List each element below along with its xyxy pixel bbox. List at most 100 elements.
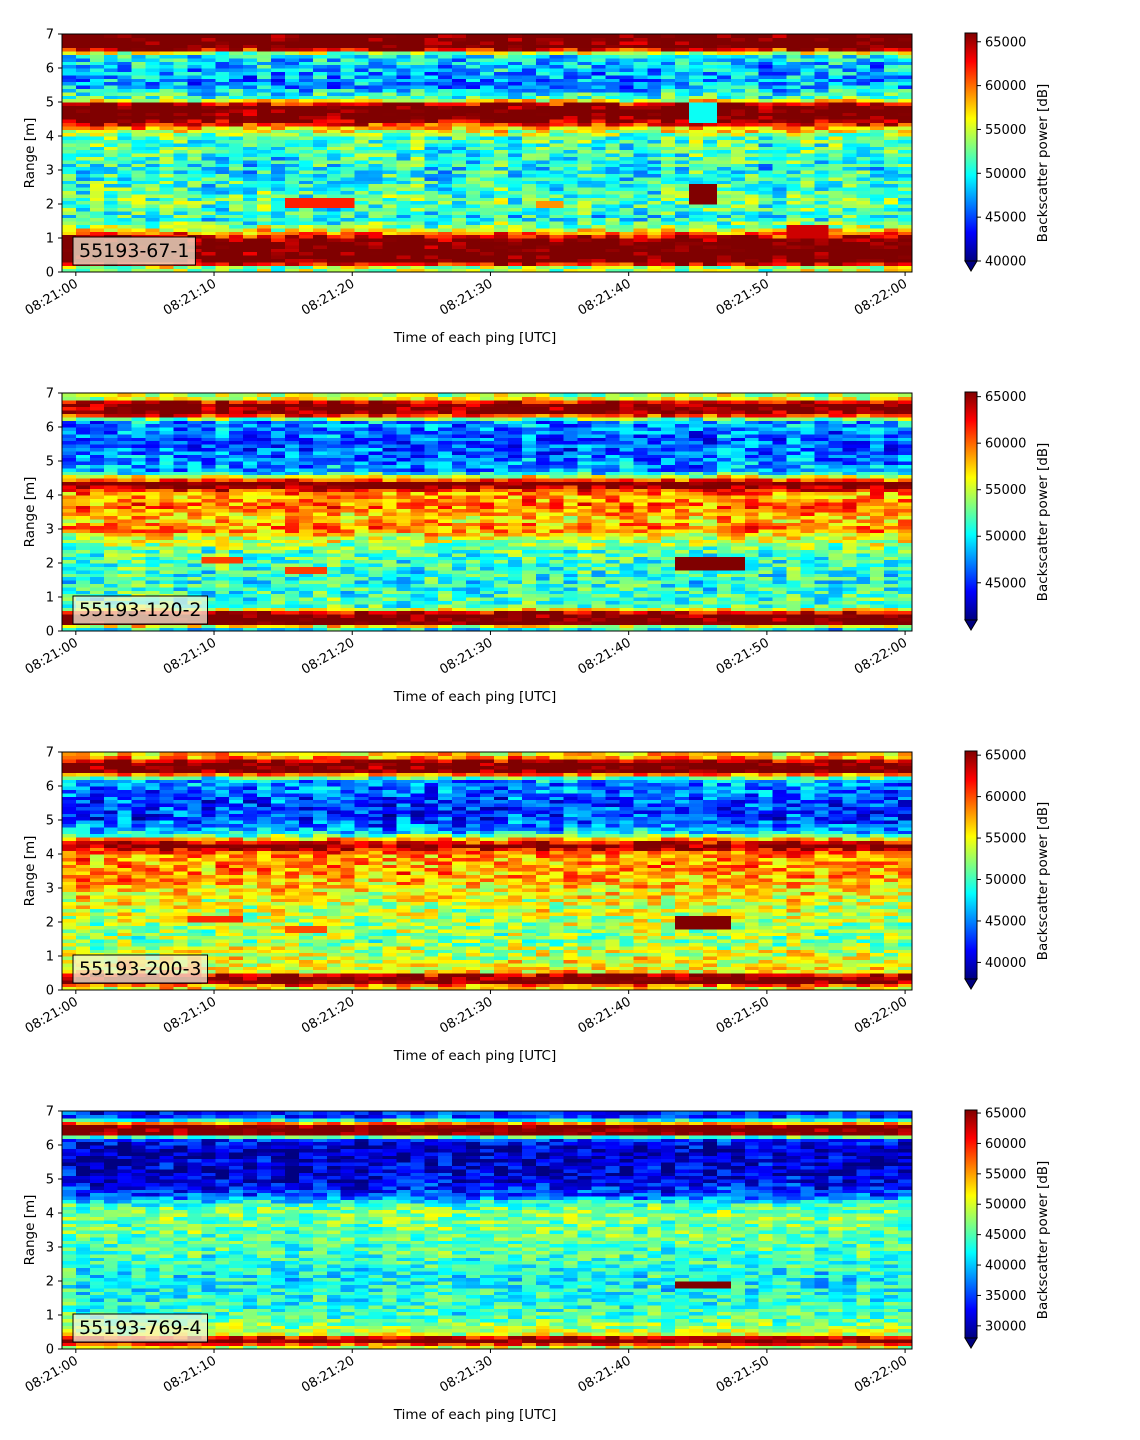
colorbar-tick-label: 60000 [985, 79, 1026, 94]
heatmap-cell [703, 150, 718, 154]
heatmap-cell [132, 458, 147, 462]
heatmap-cell [592, 133, 607, 137]
heatmap-cell [828, 201, 843, 205]
heatmap-cell [146, 143, 161, 147]
heatmap-cell [550, 228, 565, 232]
heatmap-cell [146, 410, 161, 414]
heatmap-cell [578, 211, 593, 215]
heatmap-cell [396, 218, 411, 222]
heatmap-cell [201, 228, 216, 232]
heatmap-cell [842, 228, 857, 232]
heatmap-cell [76, 133, 91, 137]
heatmap-cell [828, 34, 843, 38]
heatmap-cell [271, 252, 286, 256]
heatmap-cell [787, 211, 802, 215]
heatmap-cell [271, 235, 286, 239]
heatmap-cell [828, 235, 843, 239]
heatmap-cell [703, 235, 718, 239]
heatmap-cell [703, 252, 718, 256]
heatmap-cell [424, 133, 439, 137]
heatmap-cell [787, 201, 802, 205]
heatmap-cell [661, 177, 676, 181]
heatmap-cell [132, 488, 147, 492]
heatmap-cell [717, 201, 732, 205]
heatmap-cell [327, 194, 342, 198]
heatmap-cell [160, 218, 175, 222]
heatmap-cell [118, 509, 133, 513]
heatmap-cell [814, 184, 829, 188]
heatmap-cell [828, 194, 843, 198]
heatmap-cell [578, 265, 593, 269]
heatmap-cell [341, 184, 356, 188]
heatmap-cell [229, 167, 244, 171]
heatmap-cell [327, 160, 342, 164]
heatmap-cell [508, 228, 523, 232]
heatmap-cell [341, 245, 356, 249]
heatmap-cell [369, 218, 384, 222]
heatmap-cell [132, 424, 147, 428]
heatmap-cell [229, 160, 244, 164]
heatmap-cell [759, 184, 774, 188]
heatmap-cell [90, 160, 105, 164]
heatmap-cell [257, 167, 272, 171]
heatmap-cell [410, 143, 425, 147]
heatmap-cell [703, 160, 718, 164]
heatmap-cell [146, 184, 161, 188]
heatmap-cell [369, 211, 384, 215]
heatmap-cell [173, 150, 188, 154]
heatmap-cell [369, 133, 384, 137]
heatmap-cell [633, 201, 648, 205]
heatmap-cell [424, 160, 439, 164]
heatmap-cell [76, 461, 91, 465]
heatmap-cell [842, 34, 857, 38]
heatmap-cell [229, 133, 244, 137]
heatmap-cell [703, 245, 718, 249]
heatmap-cell [508, 177, 523, 181]
heatmap-cell [522, 167, 537, 171]
heatmap-cell [564, 184, 579, 188]
heatmap-cell [424, 194, 439, 198]
heatmap-cell [187, 133, 202, 137]
heatmap-cell [299, 150, 314, 154]
heatmap-cell [104, 218, 119, 222]
heatmap-cell [313, 201, 328, 205]
heatmap-cell [828, 167, 843, 171]
heatmap-cell [160, 441, 175, 445]
heatmap-cell [898, 211, 913, 215]
heatmap-cell [327, 167, 342, 171]
heatmap-cell [313, 150, 328, 154]
heatmap-cell [341, 218, 356, 222]
heatmap-cell [299, 34, 314, 38]
heatmap-cell [104, 478, 119, 482]
heatmap-cell [592, 177, 607, 181]
heatmap-cell [146, 177, 161, 181]
heatmap-cell [396, 160, 411, 164]
heatmap-cell [564, 265, 579, 269]
heatmap-cell [173, 475, 188, 479]
heatmap-cell [104, 150, 119, 154]
heatmap-cell [173, 218, 188, 222]
heatmap-cell [187, 218, 202, 222]
heatmap-cell [369, 167, 384, 171]
heatmap-cell [146, 488, 161, 492]
heatmap-cell [773, 194, 788, 198]
heatmap-cell [814, 167, 829, 171]
heatmap-cell [313, 211, 328, 215]
heatmap-cell [327, 34, 342, 38]
heatmap-cell [675, 184, 690, 188]
heatmap-cell [146, 475, 161, 479]
heatmap-cell [438, 184, 453, 188]
heatmap-cell [160, 478, 175, 482]
heatmap-cell [187, 34, 202, 38]
heatmap-cell [731, 194, 746, 198]
heatmap-cell [898, 218, 913, 222]
heatmap-cell [480, 150, 495, 154]
heatmap-cell [605, 34, 620, 38]
heatmap-cell [550, 201, 565, 205]
heatmap-cell [299, 252, 314, 256]
heatmap-cell [578, 133, 593, 137]
heatmap-cell [842, 177, 857, 181]
heatmap-cell [382, 211, 397, 215]
heatmap-cell [118, 167, 133, 171]
heatmap-cell [313, 133, 328, 137]
